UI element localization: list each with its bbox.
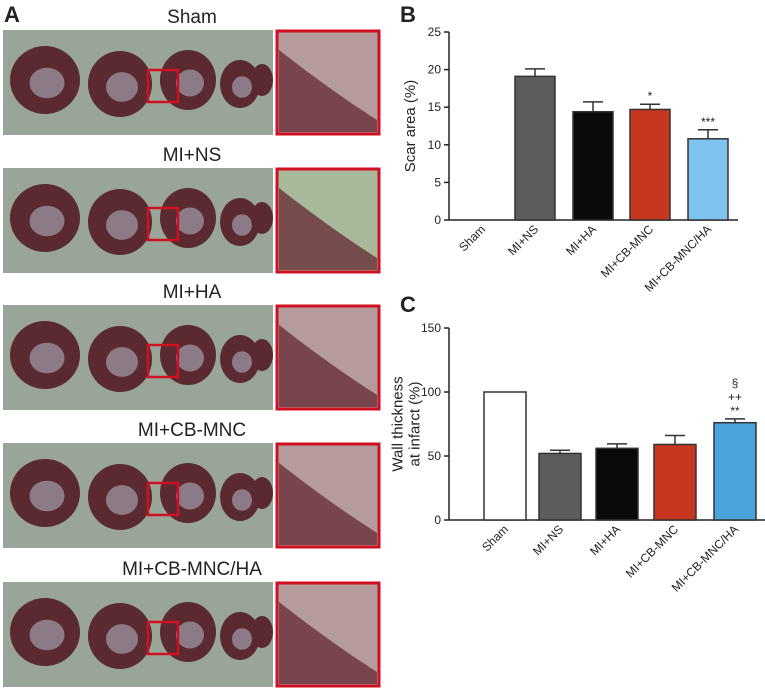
significance-mark: **: [730, 404, 740, 418]
heart-slice: [251, 339, 273, 371]
x-tick-label: MI+HA: [563, 222, 599, 258]
significance-mark: ++: [728, 390, 742, 404]
heart-cavity: [176, 207, 204, 235]
heart-cavity: [29, 205, 65, 237]
heart-slice: [251, 64, 273, 96]
heart-cavity: [232, 628, 252, 650]
row-title: MI+CB-MNC/HA: [122, 559, 262, 580]
bar: [538, 452, 582, 521]
panel-label: C: [400, 292, 416, 317]
zoom-tissue: [279, 463, 377, 545]
panel-label: B: [400, 2, 416, 27]
heart-cavity: [29, 480, 65, 512]
y-tick-label: 0: [434, 213, 441, 227]
heart-slice: [251, 202, 273, 234]
bar: [572, 110, 614, 221]
heart-cavity: [176, 621, 204, 649]
heart-cavity: [232, 214, 252, 236]
heart-slice: [251, 616, 273, 648]
y-axis-label: Wall thickness: [390, 376, 407, 471]
bar: [595, 447, 639, 521]
zoom-tissue: [279, 325, 377, 407]
bar: [483, 391, 527, 521]
zoom-region: [146, 206, 180, 242]
zoom-region: [146, 481, 180, 517]
heart-cavity: [232, 351, 252, 373]
heart-cavity: [106, 485, 138, 515]
bar: [713, 421, 757, 521]
y-tick-label: 10: [428, 138, 442, 152]
x-tick-label: MI+CB-MNC: [598, 222, 656, 280]
x-tick-label: Sham: [479, 522, 511, 554]
bar: [514, 75, 556, 221]
x-tick-label: MI+NS: [505, 222, 541, 258]
heart-cavity: [29, 67, 65, 99]
y-tick-label: 25: [428, 25, 442, 39]
heart-cavity: [176, 69, 204, 97]
x-tick-label: MI+NS: [530, 522, 566, 558]
row-title: MI+NS: [163, 145, 222, 166]
significance-mark: §: [732, 376, 739, 390]
heart-cavity: [232, 76, 252, 98]
heart-cavity: [176, 482, 204, 510]
bar: [687, 138, 729, 221]
zoom-region: [146, 620, 180, 656]
y-tick-label: 100: [421, 385, 441, 399]
x-tick-label: MI+HA: [587, 522, 623, 558]
heart-cavity: [106, 624, 138, 654]
heart-cavity: [29, 619, 65, 651]
row-title: MI+HA: [163, 282, 222, 303]
y-axis-label: at infarct (%): [407, 381, 424, 466]
y-tick-label: 20: [428, 63, 442, 77]
x-tick-label: Sham: [456, 222, 488, 254]
significance-mark: *: [648, 89, 653, 103]
heart-cavity: [176, 344, 204, 372]
row-title: Sham: [167, 7, 217, 28]
heart-slice: [251, 477, 273, 509]
zoom-region: [146, 68, 180, 104]
y-tick-label: 5: [434, 175, 441, 189]
y-tick-label: 150: [421, 321, 441, 335]
heart-cavity: [29, 342, 65, 374]
heart-cavity: [106, 347, 138, 377]
zoom-tissue: [279, 50, 377, 132]
bar: [653, 443, 697, 521]
x-tick-label: MI+CB-MNC: [623, 522, 681, 580]
y-tick-label: 0: [434, 513, 441, 527]
significance-mark: ***: [701, 115, 715, 129]
y-tick-label: 15: [428, 100, 442, 114]
heart-cavity: [106, 210, 138, 240]
row-title: MI+CB-MNC: [138, 420, 246, 441]
zoom-region: [146, 343, 180, 379]
y-axis-label: Scar area (%): [402, 80, 419, 173]
y-tick-label: 50: [428, 449, 442, 463]
zoom-tissue: [279, 188, 377, 270]
heart-cavity: [232, 489, 252, 511]
zoom-tissue: [279, 602, 377, 684]
heart-cavity: [106, 72, 138, 102]
panel-label: A: [4, 2, 20, 27]
bar: [629, 108, 671, 221]
